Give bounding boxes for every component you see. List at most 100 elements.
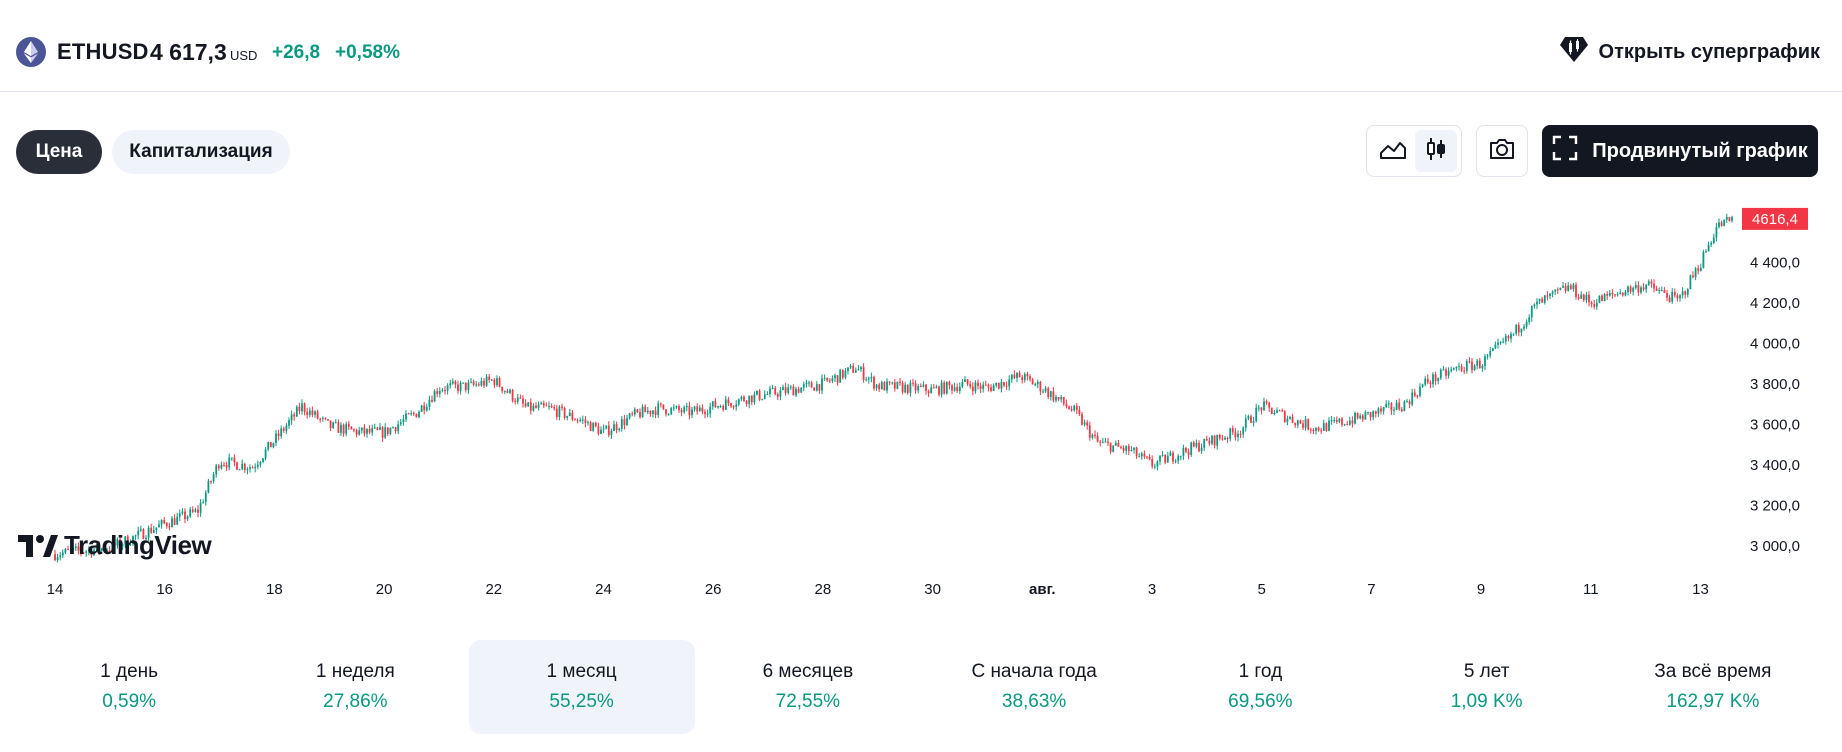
candle-body	[1731, 217, 1733, 221]
price-change-percent: +0,58%	[335, 42, 400, 63]
snapshot-button[interactable]	[1476, 125, 1528, 177]
candle-body	[971, 386, 974, 392]
candle-body	[493, 379, 496, 386]
area-style-button[interactable]	[1372, 130, 1414, 172]
candle-body	[709, 406, 712, 414]
candle-body	[1174, 460, 1177, 462]
candle-body	[964, 379, 966, 383]
candle-body	[1003, 382, 1005, 386]
candle-body	[696, 406, 699, 412]
candle-body	[732, 406, 735, 408]
last-price: 4 617,3	[150, 39, 227, 65]
candle-body	[197, 509, 199, 513]
candle-body	[1374, 411, 1377, 414]
candles-icon	[1425, 136, 1447, 167]
candle-body	[657, 403, 660, 415]
candle-body	[1211, 435, 1213, 444]
candle-body	[264, 449, 267, 459]
candle-body	[1712, 237, 1715, 243]
candle-body	[1419, 386, 1421, 396]
candle-body	[1632, 287, 1635, 292]
candle-body	[220, 464, 223, 469]
candle-body	[1151, 459, 1154, 467]
candle-body	[1270, 407, 1273, 414]
candle-body	[909, 382, 912, 393]
period-ytd[interactable]: С начала года 38,63%	[921, 640, 1147, 734]
candle-body	[1031, 379, 1034, 385]
candle-body	[1044, 388, 1047, 392]
candle-body	[1166, 455, 1169, 463]
candlestick-chart[interactable]: 3 000,0 3 200,0 3 400,0 3 600,0 3 800,0 4 000…	[0, 200, 1842, 610]
period-1w[interactable]: 1 неделя 27,86%	[242, 640, 468, 734]
y-tick-label: 3 000,0	[1750, 538, 1800, 555]
candle-body	[210, 481, 212, 483]
candle-body	[834, 375, 836, 379]
candle-body	[930, 387, 933, 394]
candle-body	[1463, 370, 1466, 372]
candle-body	[298, 406, 301, 412]
period-6m[interactable]: 6 месяцев 72,55%	[695, 640, 921, 734]
candle-body	[545, 405, 548, 407]
supergraph-icon	[1559, 35, 1589, 69]
period-1y[interactable]: 1 год 69,56%	[1147, 640, 1373, 734]
candle-body	[1520, 328, 1523, 333]
candle-body	[1052, 391, 1055, 401]
price-chart[interactable]: 3 000,0 3 200,0 3 400,0 3 600,0 3 800,0 4 000…	[0, 200, 1842, 610]
candle-body	[1458, 366, 1460, 368]
candle-body	[646, 410, 649, 413]
candle-body	[943, 382, 946, 394]
candle-body	[849, 365, 852, 368]
period-label: С начала года	[971, 661, 1097, 682]
candle-body	[1725, 217, 1728, 220]
candle-body	[488, 376, 491, 380]
candle-body	[1159, 455, 1161, 462]
candle-body	[917, 385, 920, 391]
candle-body	[126, 536, 129, 546]
candle-body	[576, 420, 579, 422]
candle-body	[1057, 396, 1060, 400]
candle-body	[1546, 295, 1549, 297]
candle-body	[724, 399, 727, 410]
candle-body	[1395, 402, 1398, 410]
candle-body	[1200, 447, 1203, 452]
candle-body	[1715, 227, 1718, 238]
candle-body	[548, 405, 550, 407]
candle-body	[899, 381, 901, 384]
candle-body	[1273, 413, 1276, 415]
open-supergraph-button[interactable]: Открыть суперграфик	[1559, 36, 1820, 68]
candle-body	[1515, 325, 1518, 334]
candle-body	[496, 378, 498, 386]
candle-body	[353, 429, 355, 431]
candles-style-button[interactable]	[1414, 130, 1457, 172]
candle-body	[405, 413, 407, 420]
candle-body	[896, 381, 899, 389]
tab-capitalization[interactable]: Капитализация	[112, 130, 290, 174]
candle-body	[540, 402, 543, 405]
candle-body	[290, 414, 293, 421]
candle-body	[191, 509, 194, 512]
candle-body	[176, 516, 179, 525]
candle-body	[1346, 424, 1349, 426]
candle-body	[1190, 442, 1193, 455]
candle-body	[1450, 369, 1453, 372]
period-1d[interactable]: 1 день 0,59%	[16, 640, 242, 734]
advanced-chart-button[interactable]: Продвинутый график	[1542, 125, 1818, 177]
candle-body	[652, 410, 654, 414]
candle-body	[1473, 365, 1476, 371]
tab-price[interactable]: Цена	[16, 130, 102, 174]
candle-body	[743, 396, 745, 401]
candle-body	[828, 380, 831, 382]
candle-body	[1359, 415, 1362, 419]
candle-body	[735, 404, 738, 407]
candle-body	[1559, 287, 1562, 290]
candle-body	[441, 390, 444, 392]
candle-body	[1400, 409, 1403, 412]
x-axis-labels: 14 16 18 20 22 24 26 28 30 авг. 3 5 7 9 11 13	[47, 581, 1709, 598]
period-1m[interactable]: 1 месяц 55,25%	[468, 640, 695, 734]
period-all[interactable]: За всё время 162,97 K%	[1600, 640, 1826, 734]
period-5y[interactable]: 5 лет 1,09 K%	[1374, 640, 1600, 734]
candle-body	[280, 428, 283, 437]
candle-body	[1049, 391, 1052, 397]
candle-body	[1536, 301, 1538, 305]
candle-body	[761, 398, 764, 400]
